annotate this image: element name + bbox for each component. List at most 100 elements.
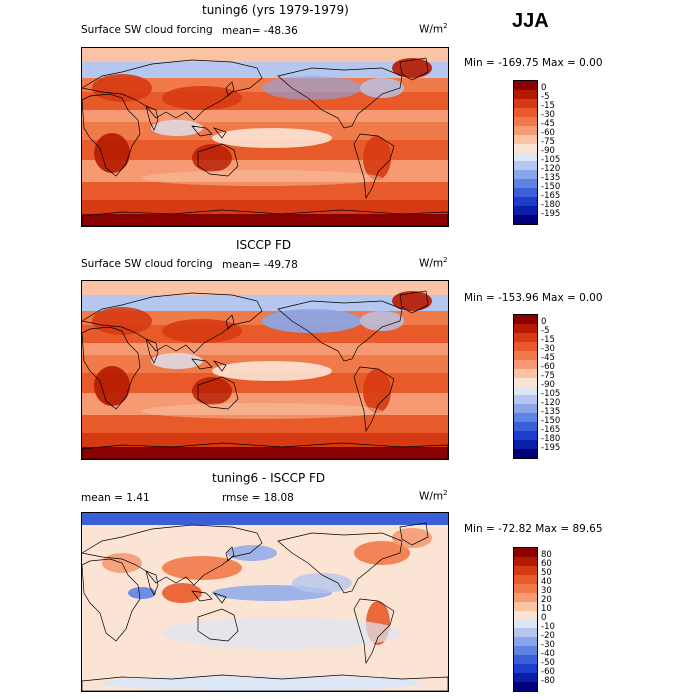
colorbar-tick-label: -15 [541, 335, 555, 346]
colorbar-swatch [514, 449, 537, 458]
colorbar-tick-label: 0 [541, 613, 547, 623]
colorbar-tick-label: -30 [541, 639, 555, 650]
colorbar-swatch [514, 556, 537, 566]
colorbar-swatch [514, 125, 537, 135]
colorbar-swatch [514, 637, 537, 647]
colorbar-tick-label: -135 [541, 406, 561, 417]
colorbar-tick-label: -120 [541, 397, 561, 408]
colorbar-swatch [514, 161, 537, 171]
panel-3-unit: W/m2 [419, 489, 448, 503]
colorbar-tick-label: 10 [541, 604, 552, 615]
panel-3-rmse: rmse = 18.08 [222, 492, 294, 504]
colorbar-swatch [514, 341, 537, 351]
colorbar-swatch [514, 197, 537, 207]
colorbar-tick-label: -60 [541, 362, 555, 373]
colorbar-tick-label: -40 [541, 648, 555, 659]
colorbar-swatch [514, 413, 537, 423]
colorbar-tick-label: -150 [541, 415, 561, 426]
colorbar-tick-label: 80 [541, 550, 552, 561]
panel-3-colorbar [513, 547, 538, 692]
colorbar-tick-label: -165 [541, 424, 561, 435]
colorbar-tick-label: -195 [541, 442, 561, 453]
colorbar-swatch [514, 170, 537, 180]
colorbar-tick-label: -120 [541, 163, 561, 174]
panel-1-map [81, 47, 449, 227]
colorbar-tick-label: -150 [541, 181, 561, 192]
colorbar-swatch [514, 315, 537, 324]
colorbar-tick-label: -5 [541, 326, 550, 337]
colorbar-swatch [514, 116, 537, 126]
season-label: JJA [512, 10, 549, 32]
colorbar-swatch [514, 107, 537, 117]
colorbar-tick-label: -50 [541, 657, 555, 668]
colorbar-tick-label: -90 [541, 146, 555, 156]
colorbar-swatch [514, 350, 537, 360]
colorbar-swatch [514, 601, 537, 611]
colorbar-tick-label: -45 [541, 119, 555, 130]
panel-1-title: tuning6 (yrs 1979-1979) [202, 3, 349, 17]
colorbar-swatch [514, 610, 537, 620]
colorbar-swatch [514, 143, 537, 153]
colorbar-swatch [514, 574, 537, 584]
colorbar-tick-label: -90 [541, 380, 555, 390]
colorbar-swatch [514, 368, 537, 378]
panel-2-field-label: Surface SW cloud forcing [81, 258, 213, 270]
colorbar-tick-label: -75 [541, 371, 555, 382]
colorbar-swatch [514, 664, 537, 674]
panel-3-minmax: Min = -72.82 Max = 89.65 [464, 523, 603, 535]
colorbar-tick-label: 50 [541, 568, 552, 579]
colorbar-swatch [514, 592, 537, 602]
colorbar-tick-label: -180 [541, 199, 561, 210]
colorbar-tick-label: -30 [541, 110, 555, 121]
colorbar-tick-label: 60 [541, 559, 552, 570]
colorbar-swatch [514, 188, 537, 198]
colorbar-tick-label: -20 [541, 630, 555, 641]
colorbar-swatch [514, 431, 537, 441]
colorbar-tick-label: -45 [541, 353, 555, 364]
colorbar-swatch [514, 98, 537, 108]
colorbar-tick-label: -60 [541, 128, 555, 139]
panel-2-map [81, 280, 449, 460]
colorbar-swatch [514, 583, 537, 593]
panel-1-field-label: Surface SW cloud forcing [81, 24, 213, 36]
colorbar-swatch [514, 673, 537, 683]
colorbar-tick-label: -80 [541, 675, 555, 686]
colorbar-swatch [514, 628, 537, 638]
colorbar-tick-label: -180 [541, 433, 561, 444]
colorbar-tick-label: -135 [541, 172, 561, 183]
panel-1-minmax: Min = -169.75 Max = 0.00 [464, 57, 603, 69]
colorbar-swatch [514, 565, 537, 575]
colorbar-swatch [514, 395, 537, 405]
colorbar-swatch [514, 206, 537, 216]
colorbar-tick-label: 0 [541, 317, 547, 328]
colorbar-swatch [514, 89, 537, 99]
colorbar-swatch [514, 81, 537, 90]
panel-3-mean: mean = 1.41 [81, 492, 150, 504]
colorbar-swatch [514, 386, 537, 396]
colorbar-tick-label: 40 [541, 577, 552, 588]
panel-1-colorbar [513, 80, 538, 225]
panel-3-title: tuning6 - ISCCP FD [212, 471, 326, 485]
panel-1-unit: W/m2 [419, 22, 448, 36]
colorbar-swatch [514, 215, 537, 224]
colorbar-swatch [514, 548, 537, 557]
colorbar-tick-label: -15 [541, 101, 555, 112]
colorbar-tick-label: -60 [541, 666, 555, 677]
panel-2-colorbar [513, 314, 538, 459]
colorbar-swatch [514, 440, 537, 450]
colorbar-swatch [514, 422, 537, 432]
colorbar-tick-label: -105 [541, 154, 561, 165]
panel-1-mean: mean= -48.36 [222, 25, 298, 37]
colorbar-tick-label: 20 [541, 595, 552, 606]
panel-2-title: ISCCP FD [236, 238, 292, 252]
colorbar-tick-label: -165 [541, 190, 561, 201]
colorbar-swatch [514, 377, 537, 387]
colorbar-tick-label: -195 [541, 208, 561, 219]
colorbar-swatch [514, 152, 537, 162]
panel-3-map [81, 512, 449, 692]
colorbar-swatch [514, 323, 537, 333]
colorbar-tick-label: -30 [541, 344, 555, 355]
colorbar-swatch [514, 134, 537, 144]
colorbar-swatch [514, 359, 537, 369]
colorbar-swatch [514, 646, 537, 656]
